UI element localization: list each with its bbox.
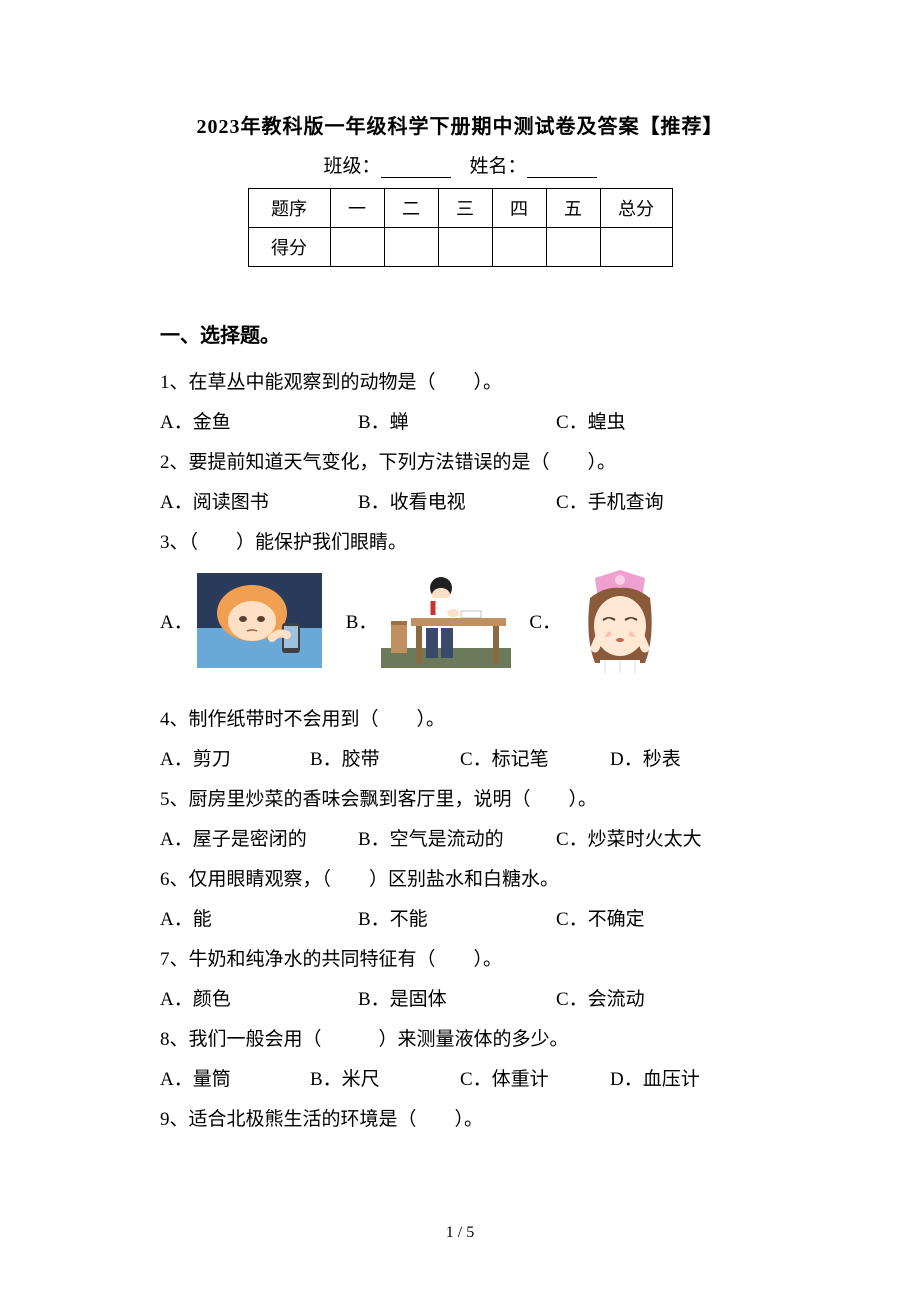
- q4-option-b: B．胶带: [310, 741, 460, 779]
- row2-label: 得分: [248, 228, 330, 267]
- question-4: 4、制作纸带时不会用到（ ）。: [160, 701, 760, 739]
- col-3: 三: [438, 189, 492, 228]
- col-1: 一: [330, 189, 384, 228]
- document-title: 2023年教科版一年级科学下册期中测试卷及答案【推荐】: [160, 110, 760, 139]
- question-8-options: A．量筒 B．米尺 C．体重计 D．血压计: [160, 1061, 760, 1099]
- q8-option-b: B．米尺: [310, 1061, 460, 1099]
- col-total: 总分: [600, 189, 672, 228]
- question-6: 6、仅用眼睛观察，（ ）区别盐水和白糖水。: [160, 861, 760, 899]
- q5-option-b: B．空气是流动的: [358, 821, 556, 859]
- col-5: 五: [546, 189, 600, 228]
- question-3: 3、（ ）能保护我们眼睛。: [160, 524, 760, 562]
- score-cell: [600, 228, 672, 267]
- study-at-desk-icon: [381, 573, 511, 668]
- q7-option-b: B．是固体: [358, 981, 556, 1019]
- table-row: 题序 一 二 三 四 五 总分: [248, 189, 672, 228]
- name-label: 姓名：: [470, 156, 527, 177]
- q6-option-c: C．不确定: [556, 901, 754, 939]
- col-2: 二: [384, 189, 438, 228]
- score-cell: [384, 228, 438, 267]
- q3-image-b: [381, 573, 511, 668]
- q1-option-b: B．蝉: [358, 404, 556, 442]
- score-cell: [330, 228, 384, 267]
- q4-option-d: D．秒表: [610, 741, 760, 779]
- q4-option-a: A．剪刀: [160, 741, 310, 779]
- class-blank: [381, 160, 451, 178]
- q4-option-c: C．标记笔: [460, 741, 610, 779]
- q3-label-a: A．: [160, 607, 193, 634]
- class-label: 班级：: [323, 156, 380, 177]
- score-cell: [438, 228, 492, 267]
- question-5: 5、厨房里炒菜的香味会飘到客厅里，说明（ ）。: [160, 781, 760, 819]
- q7-option-c: C．会流动: [556, 981, 754, 1019]
- q6-option-a: A．能: [160, 901, 358, 939]
- question-6-options: A．能 B．不能 C．不确定: [160, 901, 760, 939]
- question-9: 9、适合北极熊生活的环境是（ ）。: [160, 1101, 760, 1139]
- q2-option-a: A．阅读图书: [160, 484, 358, 522]
- question-3-options: A． B．: [160, 568, 760, 673]
- q8-option-c: C．体重计: [460, 1061, 610, 1099]
- q2-option-b: B．收看电视: [358, 484, 556, 522]
- q6-option-b: B．不能: [358, 901, 556, 939]
- q2-option-c: C．手机查询: [556, 484, 754, 522]
- q1-option-c: C．蝗虫: [556, 404, 754, 442]
- page-number: 1 / 5: [0, 1224, 920, 1242]
- section-1-title: 一、选择题。: [160, 319, 760, 348]
- col-4: 四: [492, 189, 546, 228]
- q5-option-c: C．炒菜时火太大: [556, 821, 754, 859]
- q8-option-a: A．量筒: [160, 1061, 310, 1099]
- question-4-options: A．剪刀 B．胶带 C．标记笔 D．秒表: [160, 741, 760, 779]
- q1-option-a: A．金鱼: [160, 404, 358, 442]
- score-table: 题序 一 二 三 四 五 总分 得分: [248, 188, 673, 267]
- score-cell: [546, 228, 600, 267]
- question-2: 2、要提前知道天气变化，下列方法错误的是（ ）。: [160, 444, 760, 482]
- name-blank: [527, 160, 597, 178]
- question-2-options: A．阅读图书 B．收看电视 C．手机查询: [160, 484, 760, 522]
- score-cell: [492, 228, 546, 267]
- question-7: 7、牛奶和纯净水的共同特征有（ ）。: [160, 941, 760, 979]
- question-7-options: A．颜色 B．是固体 C．会流动: [160, 981, 760, 1019]
- phone-in-bed-icon: [197, 573, 322, 668]
- eye-exercise-icon: [565, 568, 675, 673]
- q3-image-c: [565, 568, 675, 673]
- q3-label-c: C．: [529, 607, 561, 634]
- table-row: 得分: [248, 228, 672, 267]
- question-8: 8、我们一般会用（ ）来测量液体的多少。: [160, 1021, 760, 1059]
- question-5-options: A．屋子是密闭的 B．空气是流动的 C．炒菜时火太大: [160, 821, 760, 859]
- question-1: 1、在草丛中能观察到的动物是（ ）。: [160, 364, 760, 402]
- q3-label-b: B．: [346, 607, 378, 634]
- class-name-line: 班级： 姓名：: [160, 151, 760, 178]
- q8-option-d: D．血压计: [610, 1061, 760, 1099]
- q3-image-a: [197, 573, 322, 668]
- q5-option-a: A．屋子是密闭的: [160, 821, 358, 859]
- row1-label: 题序: [248, 189, 330, 228]
- question-1-options: A．金鱼 B．蝉 C．蝗虫: [160, 404, 760, 442]
- q7-option-a: A．颜色: [160, 981, 358, 1019]
